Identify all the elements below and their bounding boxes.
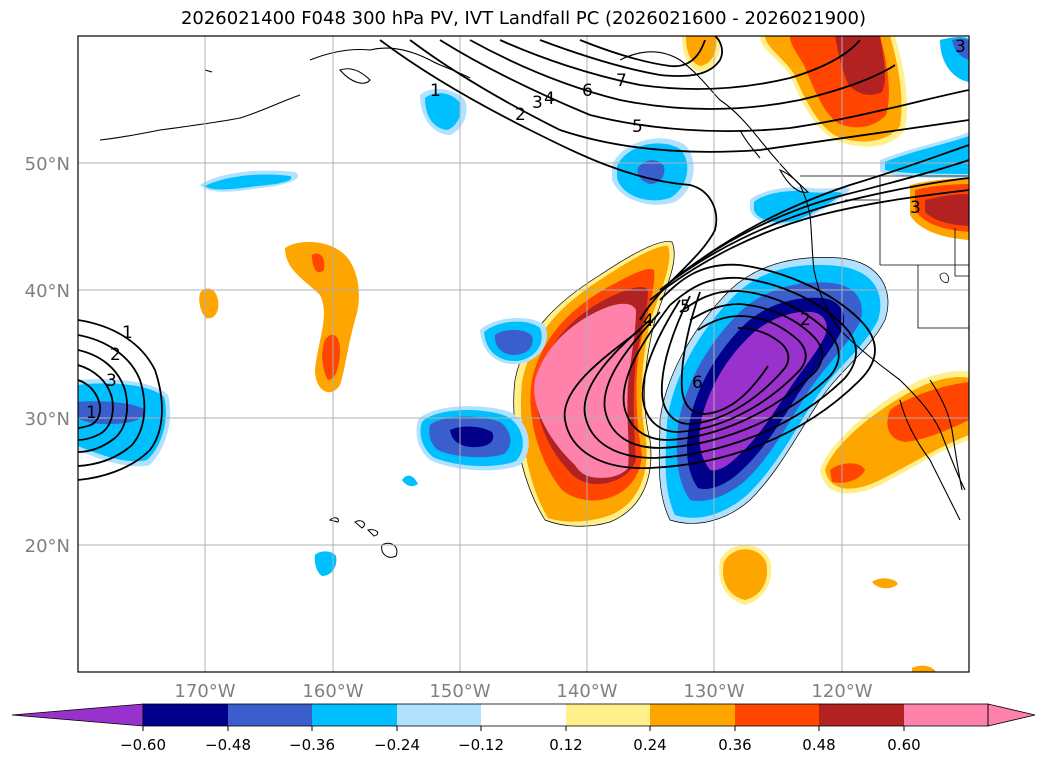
colorbar-tick-label: −0.48	[205, 736, 251, 754]
colorbar-tick-label: 0.24	[633, 736, 666, 754]
colorbar-tick-label: 0.48	[802, 736, 835, 754]
anomaly-blob-cyan-lows	[78, 37, 969, 576]
map-frame	[77, 35, 970, 673]
contour-label: 3	[910, 198, 921, 218]
contour-label: 1	[86, 403, 97, 423]
colorbar-tick-label: −0.24	[374, 736, 420, 754]
contour-label: 5	[680, 297, 691, 317]
contour-label: 2	[110, 345, 121, 365]
contour-label: 5	[632, 117, 643, 137]
coastlines	[99, 47, 969, 558]
colorbar-bin	[481, 704, 566, 726]
colorbar-tick-label: −0.60	[120, 736, 166, 754]
positive-anomaly-central	[513, 241, 675, 527]
lat-label: 50°N	[25, 154, 70, 175]
colorbar-tick-label: −0.12	[458, 736, 504, 754]
lon-label: 170°W	[174, 681, 235, 702]
contour-label: 2	[800, 310, 811, 330]
latitude-labels: 50°N 40°N 30°N 20°N	[25, 154, 70, 557]
contour-labels: 1 2 3 4 5 6 7 1 2 3 4 5 6 1 2 3 3	[86, 37, 966, 423]
contour-label: 1	[430, 81, 441, 101]
colorbar-extend-low	[11, 703, 144, 727]
colorbar-bin	[228, 704, 312, 726]
lat-label: 30°N	[25, 409, 70, 430]
colorbar-bin	[566, 704, 650, 726]
contour-label: 2	[515, 105, 526, 125]
lon-label: 150°W	[429, 681, 490, 702]
lat-label: 20°N	[25, 536, 70, 557]
ivt-contours	[78, 36, 969, 481]
colorbar-bin	[312, 704, 397, 726]
contour-label: 3	[532, 93, 543, 113]
colorbar-bin	[397, 704, 481, 726]
contour-label: 3	[955, 37, 966, 57]
colorbar-bin	[143, 704, 228, 726]
lon-label: 120°W	[811, 681, 872, 702]
colorbar-extend-high	[987, 703, 1036, 727]
colorbar-tick-label: −0.36	[289, 736, 335, 754]
contour-label: 6	[692, 373, 703, 393]
map-area: 1 2 3 4 5 6 7 1 2 3 4 5 6 1 2 3 3	[78, 36, 969, 672]
map-title: 2026021400 F048 300 hPa PV, IVT Landfall…	[180, 8, 867, 29]
contour-label: 3	[106, 371, 117, 391]
contour-label: 7	[616, 71, 627, 91]
contour-label: 6	[582, 81, 593, 101]
contour-label: 4	[544, 89, 555, 109]
lon-label: 160°W	[302, 681, 363, 702]
colorbar-bin	[735, 704, 819, 726]
colorbar-tick-label: 0.36	[718, 736, 751, 754]
anomaly-blob-west-coast	[199, 241, 359, 393]
colorbar-tick-label: 0.60	[887, 736, 920, 754]
lon-label: 140°W	[556, 681, 617, 702]
gridlines	[78, 36, 969, 672]
colorbar-bin	[819, 704, 904, 726]
colorbar-bin	[650, 704, 735, 726]
longitude-labels: 170°W 160°W 150°W 140°W 130°W 120°W	[174, 681, 872, 702]
lon-label: 130°W	[683, 681, 744, 702]
colorbar-tick-label: 0.12	[549, 736, 582, 754]
contour-label: 1	[122, 323, 133, 343]
negative-anomaly-central	[658, 257, 889, 524]
contour-label: 4	[643, 311, 654, 331]
lat-label: 40°N	[25, 281, 70, 302]
colorbar: −0.60 −0.48 −0.36 −0.24 −0.12 0.12 0.24 …	[11, 703, 1036, 754]
colorbar-bin	[904, 704, 988, 726]
